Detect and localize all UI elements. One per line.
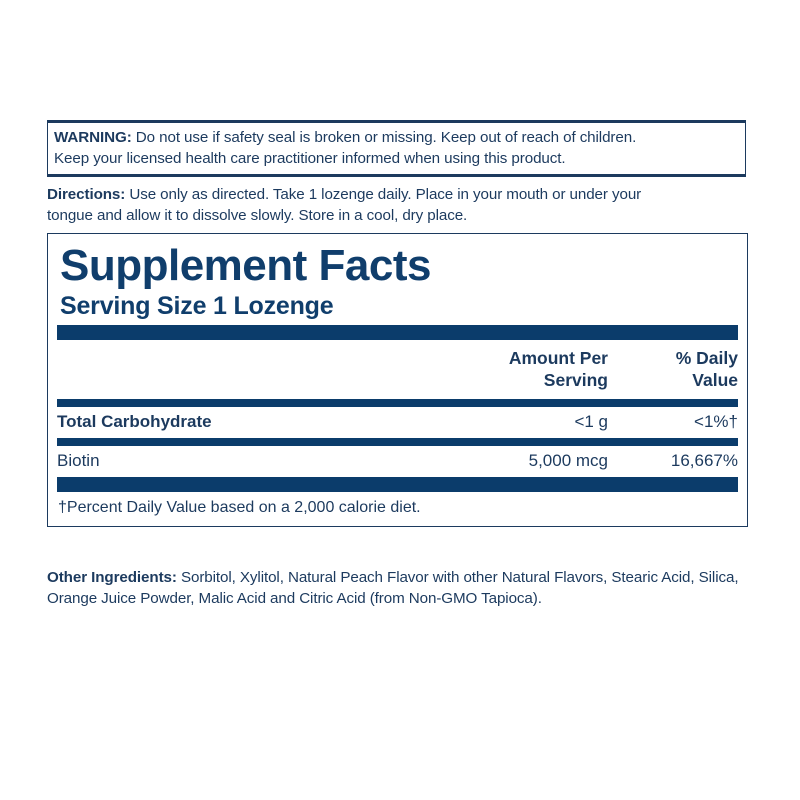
divider-bar-thin-2 bbox=[57, 438, 738, 446]
table-row: Biotin 5,000 mcg 16,667% bbox=[57, 446, 738, 477]
dv-header-line-1: % Daily bbox=[675, 348, 738, 368]
supplement-facts-title: Supplement Facts bbox=[60, 241, 431, 290]
warning-line-2: Keep your licensed health care practitio… bbox=[54, 150, 566, 167]
other-ingredients-text: Sorbitol, Xylitol, Natural Peach Flavor … bbox=[47, 569, 739, 607]
amount-header-line-1: Amount Per bbox=[508, 348, 608, 368]
warning-line-1-text: Do not use if safety seal is broken or m… bbox=[131, 129, 637, 146]
amount-header-line-2: Serving bbox=[543, 370, 608, 390]
dv-header-line-2: Value bbox=[692, 370, 738, 390]
divider-bar-thick-top bbox=[57, 325, 738, 340]
nutrient-daily-value: <1%† bbox=[694, 412, 738, 431]
nutrient-daily-value: 16,667% bbox=[670, 451, 738, 470]
warning-line-1: WARNING: Do not use if safety seal is br… bbox=[54, 127, 739, 148]
warning-lead-label: WARNING: bbox=[54, 129, 132, 146]
table-header-dv-col: % Daily Value bbox=[618, 347, 738, 391]
warning-box: WARNING: Do not use if safety seal is br… bbox=[47, 120, 746, 177]
nutrient-name: Biotin bbox=[57, 451, 100, 470]
divider-bar-thin-1 bbox=[57, 399, 738, 407]
directions-text: Directions: Use only as directed. Take 1… bbox=[47, 184, 748, 226]
nutrient-amount: 5,000 mcg bbox=[528, 451, 608, 470]
other-ingredients-lead-label: Other Ingredients: bbox=[47, 569, 177, 586]
serving-size-text: Serving Size 1 Lozenge bbox=[60, 292, 334, 320]
directions-line-1-text: Use only as directed. Take 1 lozenge dai… bbox=[125, 186, 642, 203]
nutrient-amount: <1 g bbox=[574, 412, 608, 431]
directions-block: Directions: Use only as directed. Take 1… bbox=[47, 184, 748, 226]
directions-line-2: tongue and allow it to dissolve slowly. … bbox=[47, 207, 468, 224]
other-ingredients-block: Other Ingredients: Sorbitol, Xylitol, Na… bbox=[47, 567, 750, 609]
nutrient-name: Total Carbohydrate bbox=[57, 412, 212, 431]
supplement-facts-panel: Supplement Facts Serving Size 1 Lozenge … bbox=[47, 233, 748, 527]
directions-line-1: Directions: Use only as directed. Take 1… bbox=[47, 184, 748, 205]
daily-value-footnote: †Percent Daily Value based on a 2,000 ca… bbox=[58, 499, 421, 516]
table-header-row: Amount Per Serving % Daily Value bbox=[57, 340, 738, 399]
divider-bar-thick-bottom bbox=[57, 477, 738, 492]
clipped-text-column: WARNING: Do not use if safety seal is br… bbox=[47, 0, 748, 800]
table-row: Total Carbohydrate <1 g <1%† bbox=[57, 407, 738, 438]
table-header-amount-col: Amount Per Serving bbox=[458, 347, 618, 391]
warning-text: WARNING: Do not use if safety seal is br… bbox=[54, 127, 739, 169]
directions-lead-label: Directions: bbox=[47, 186, 126, 203]
